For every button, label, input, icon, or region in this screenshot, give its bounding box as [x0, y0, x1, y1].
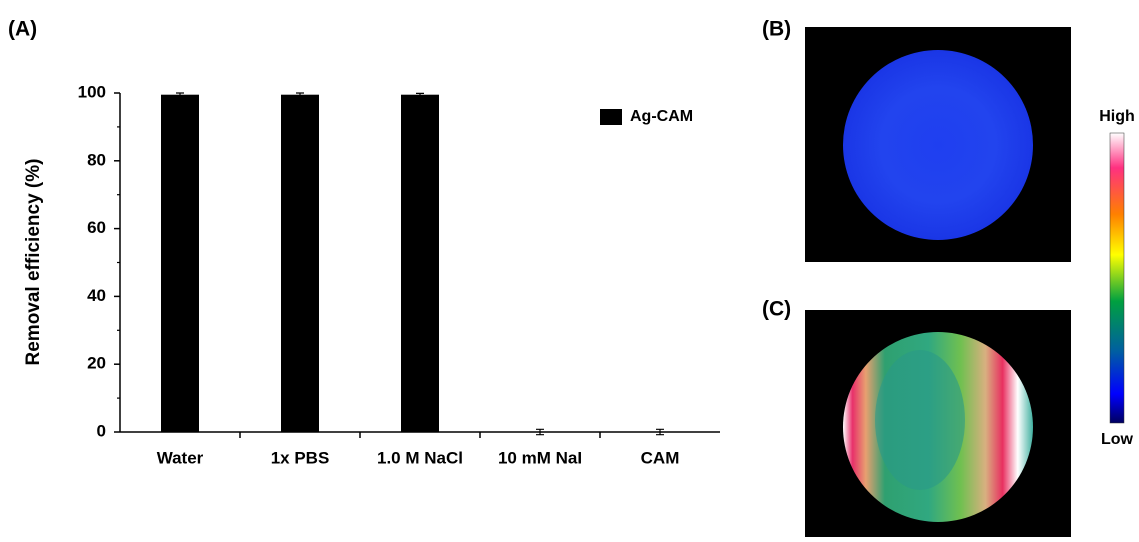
x-tick-label: 1.0 M NaCl — [377, 448, 463, 467]
x-tick-label: 10 mM NaI — [498, 448, 582, 467]
bar — [161, 95, 199, 432]
legend-label: Ag-CAM — [630, 108, 693, 125]
panel-label: (B) — [762, 18, 791, 41]
y-tick-label: 60 — [87, 218, 106, 237]
y-tick-label: 100 — [78, 82, 106, 101]
y-axis-label: Removal efficiency (%) — [23, 159, 44, 366]
bar — [281, 95, 319, 432]
colorbar-low: Low — [1101, 431, 1134, 448]
legend-swatch — [600, 109, 622, 125]
y-tick-label: 40 — [87, 286, 106, 305]
colorbar-high: High — [1099, 108, 1135, 125]
figure: (A) (B) (C) High Low Removal efficiency … — [0, 0, 1139, 537]
bar — [401, 95, 439, 432]
y-tick-label: 80 — [87, 150, 106, 169]
panel-label: (C) — [762, 298, 791, 321]
x-tick-label: Water — [157, 448, 204, 467]
y-tick-label: 0 — [97, 421, 106, 440]
colorbar — [1110, 133, 1124, 423]
image-b-sample — [843, 50, 1033, 240]
panel-label: (A) — [8, 18, 37, 41]
image-c-region — [875, 350, 965, 490]
y-tick-label: 20 — [87, 354, 106, 373]
x-tick-label: CAM — [641, 448, 680, 467]
x-tick-label: 1x PBS — [271, 448, 330, 467]
